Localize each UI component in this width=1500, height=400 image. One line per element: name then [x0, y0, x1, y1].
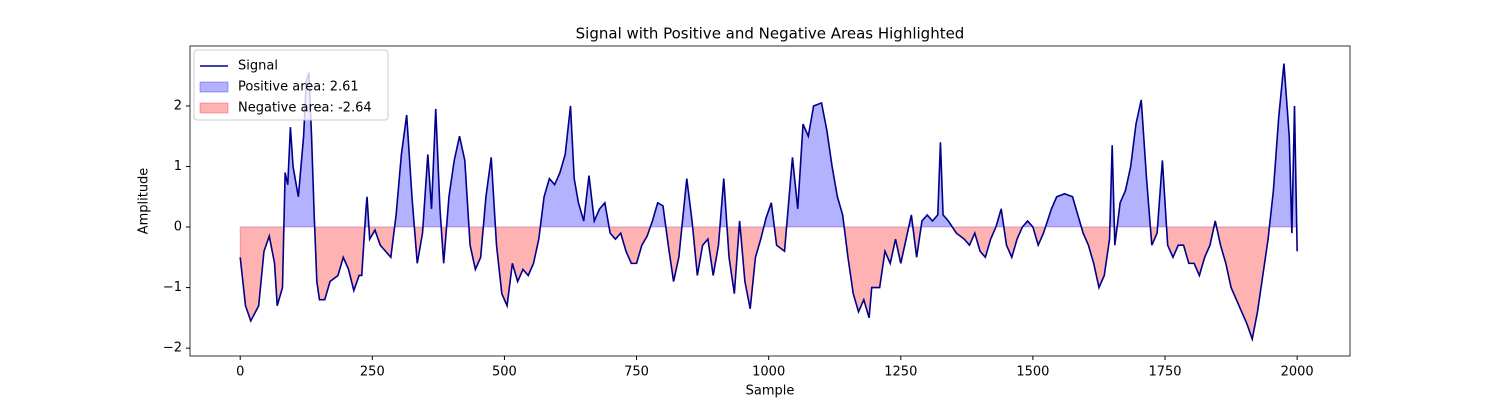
- legend-label: Signal: [238, 59, 278, 74]
- x-axis-label: Sample: [746, 384, 795, 399]
- y-axis-label: Amplitude: [137, 168, 152, 235]
- x-tick-label: 750: [624, 365, 649, 380]
- legend-patch: [199, 81, 229, 93]
- y-tick-label: 2: [174, 98, 182, 113]
- x-tick-label: 1500: [1016, 365, 1049, 380]
- y-tick-label: 1: [174, 159, 182, 174]
- chart-title: Signal with Positive and Negative Areas …: [576, 25, 965, 43]
- x-tick-label: 2000: [1281, 365, 1314, 380]
- x-tick-label: 1750: [1148, 365, 1181, 380]
- legend-label: Negative area: -2.64: [238, 101, 372, 116]
- x-tick-label: 500: [492, 365, 517, 380]
- x-tick-label: 1250: [884, 365, 917, 380]
- legend-patch: [199, 102, 229, 114]
- x-tick-label: 0: [236, 365, 244, 380]
- x-tick-label: 1000: [752, 365, 785, 380]
- legend-box: [193, 49, 389, 121]
- y-tick-label: −2: [163, 341, 182, 356]
- y-tick-label: 0: [174, 220, 182, 235]
- x-tick-label: 250: [360, 365, 385, 380]
- positive-area: [239, 63, 1298, 228]
- plot-frame: [189, 45, 1351, 357]
- y-tick-label: −1: [163, 280, 182, 295]
- legend-label: Positive area: 2.61: [238, 80, 359, 95]
- signal-line: [239, 63, 1298, 343]
